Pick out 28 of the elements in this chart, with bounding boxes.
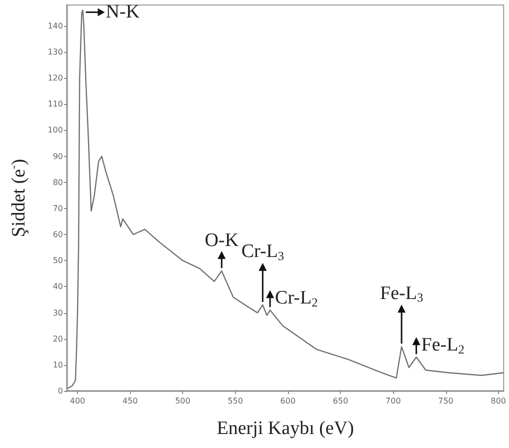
y-tick-label: 50 xyxy=(52,256,63,266)
x-tick-label: 550 xyxy=(228,396,243,406)
y-tick-label: 0 xyxy=(58,386,63,396)
y-tick-label: 100 xyxy=(48,126,63,135)
y-tick-label: 20 xyxy=(52,334,63,344)
x-tick-label: 500 xyxy=(175,396,190,406)
y-axis-title: Şiddet (e-) xyxy=(8,158,30,238)
y-tick-label: 70 xyxy=(52,204,63,213)
y-tick-label: 30 xyxy=(52,308,63,318)
x-tick-label: 450 xyxy=(122,396,138,406)
x-tick-label: 800 xyxy=(490,396,506,406)
y-tick-label: 80 xyxy=(52,178,63,187)
y-tick-label: 60 xyxy=(52,230,63,240)
x-tick-label: 400 xyxy=(70,396,86,406)
x-tick-label: 750 xyxy=(438,396,454,406)
y-tick-label: 40 xyxy=(52,282,63,292)
x-tick-label: 650 xyxy=(332,396,348,406)
x-tick-label: 600 xyxy=(280,396,296,406)
annotation: N-K xyxy=(106,2,140,23)
y-tick-label: 120 xyxy=(48,74,63,83)
y-tick-label: 90 xyxy=(52,152,63,161)
y-tick-label: 110 xyxy=(48,100,63,109)
y-tick-label: 140 xyxy=(48,21,63,30)
y-tick-label: 10 xyxy=(52,360,63,370)
x-axis-title: Enerji Kaybı (eV) xyxy=(216,418,354,439)
y-tick-label: 130 xyxy=(48,47,63,56)
annotation: O-K xyxy=(204,230,239,252)
x-tick-label: 700 xyxy=(386,396,401,406)
